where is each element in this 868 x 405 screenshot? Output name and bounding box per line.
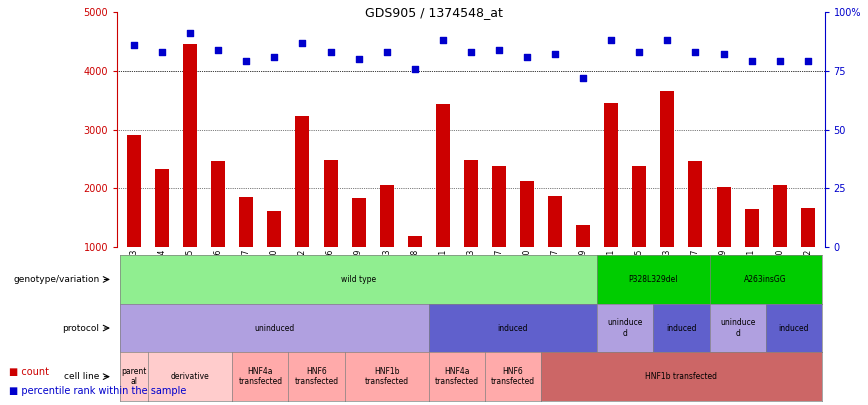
Point bbox=[295, 39, 309, 46]
Bar bbox=[267, 211, 281, 306]
Text: induced: induced bbox=[666, 324, 697, 333]
Bar bbox=[801, 208, 815, 306]
Bar bbox=[548, 196, 562, 306]
Point bbox=[211, 47, 225, 53]
Point bbox=[324, 49, 338, 55]
Bar bbox=[324, 160, 338, 306]
Text: ■ count: ■ count bbox=[9, 367, 49, 377]
Point bbox=[464, 49, 477, 55]
Point bbox=[520, 53, 534, 60]
Text: uninduce
d: uninduce d bbox=[720, 318, 755, 338]
Point bbox=[436, 37, 450, 44]
Point bbox=[379, 49, 393, 55]
Text: induced: induced bbox=[779, 324, 809, 333]
Point bbox=[549, 51, 562, 58]
Point bbox=[661, 37, 674, 44]
Text: wild type: wild type bbox=[341, 275, 376, 284]
Bar bbox=[745, 209, 759, 306]
Text: induced: induced bbox=[497, 324, 529, 333]
Point bbox=[155, 49, 169, 55]
Point bbox=[240, 58, 253, 65]
Text: HNF6
transfected: HNF6 transfected bbox=[294, 367, 339, 386]
Bar bbox=[436, 104, 450, 306]
Bar bbox=[379, 185, 394, 306]
Bar bbox=[211, 161, 226, 306]
Text: HNF1b transfected: HNF1b transfected bbox=[646, 372, 718, 381]
Text: HNF1b
transfected: HNF1b transfected bbox=[365, 367, 409, 386]
Bar bbox=[464, 160, 478, 306]
Text: P328L329del: P328L329del bbox=[628, 275, 678, 284]
Point bbox=[604, 37, 618, 44]
Bar bbox=[183, 45, 197, 306]
Bar bbox=[520, 181, 534, 306]
Point bbox=[576, 75, 590, 81]
Bar bbox=[295, 116, 310, 306]
Text: HNF6
transfected: HNF6 transfected bbox=[491, 367, 535, 386]
Bar bbox=[604, 103, 618, 306]
Bar bbox=[688, 161, 702, 306]
Bar bbox=[492, 166, 506, 306]
Text: cell line: cell line bbox=[64, 372, 99, 381]
Point bbox=[127, 42, 141, 48]
Point bbox=[492, 47, 506, 53]
Bar bbox=[352, 198, 365, 306]
Point bbox=[267, 53, 281, 60]
Text: HNF4a
transfected: HNF4a transfected bbox=[239, 367, 282, 386]
Text: protocol: protocol bbox=[62, 324, 99, 333]
Point bbox=[183, 30, 197, 36]
Text: uninduce
d: uninduce d bbox=[608, 318, 643, 338]
Point bbox=[352, 56, 365, 62]
Text: parent
al: parent al bbox=[122, 367, 147, 386]
Bar bbox=[240, 196, 253, 306]
Text: GDS905 / 1374548_at: GDS905 / 1374548_at bbox=[365, 6, 503, 19]
Bar bbox=[408, 237, 422, 306]
Point bbox=[745, 58, 759, 65]
Bar bbox=[716, 187, 731, 306]
Point bbox=[688, 49, 702, 55]
Bar bbox=[773, 185, 786, 306]
Bar bbox=[661, 91, 674, 306]
Point bbox=[408, 65, 422, 72]
Point bbox=[773, 58, 786, 65]
Bar bbox=[155, 169, 169, 306]
Text: genotype/variation: genotype/variation bbox=[13, 275, 99, 284]
Text: uninduced: uninduced bbox=[254, 324, 294, 333]
Text: A263insGG: A263insGG bbox=[745, 275, 787, 284]
Text: HNF4a
transfected: HNF4a transfected bbox=[435, 367, 479, 386]
Point bbox=[633, 49, 647, 55]
Bar bbox=[632, 166, 647, 306]
Text: ■ percentile rank within the sample: ■ percentile rank within the sample bbox=[9, 386, 186, 396]
Text: derivative: derivative bbox=[171, 372, 209, 381]
Bar bbox=[576, 225, 590, 306]
Bar bbox=[127, 136, 141, 306]
Point bbox=[801, 58, 815, 65]
Point bbox=[717, 51, 731, 58]
